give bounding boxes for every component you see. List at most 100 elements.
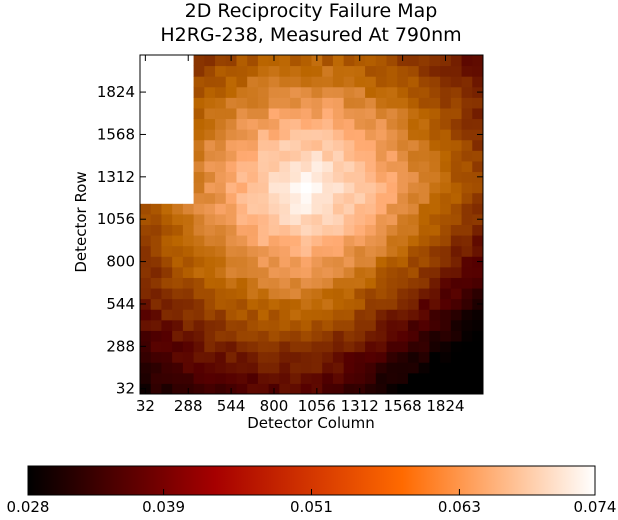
- heatmap-cell: [150, 351, 162, 363]
- heatmap-cell: [225, 224, 237, 236]
- heatmap-cell: [375, 309, 388, 321]
- heatmap-cell: [150, 129, 162, 141]
- heatmap-cell: [150, 86, 162, 98]
- heatmap-cell: [418, 86, 430, 98]
- heatmap-cell: [418, 309, 430, 321]
- heatmap-cell: [450, 351, 463, 363]
- heatmap-cell: [193, 118, 205, 130]
- heatmap-cell: [247, 245, 259, 257]
- heatmap-cell: [215, 372, 227, 384]
- heatmap-cell: [429, 330, 441, 342]
- heatmap-cell: [225, 97, 237, 109]
- heatmap-cell: [386, 107, 398, 120]
- heatmap-cell: [365, 298, 377, 310]
- heatmap-cell: [354, 330, 366, 342]
- heatmap-cell: [204, 266, 216, 278]
- heatmap-cell: [429, 235, 441, 247]
- heatmap-cell: [332, 383, 345, 395]
- heatmap-cell: [247, 341, 259, 353]
- heatmap-cell: [440, 129, 452, 141]
- heatmap-cell: [450, 245, 463, 257]
- heatmap-cell: [161, 213, 173, 225]
- heatmap-cell: [429, 182, 441, 194]
- heatmap-cell: [193, 256, 205, 268]
- heatmap-cell: [343, 288, 355, 300]
- heatmap-cell: [311, 129, 323, 141]
- heatmap-cell: [322, 203, 334, 215]
- heatmap-cell: [365, 118, 377, 130]
- heatmap-cell: [397, 330, 409, 342]
- heatmap-cell: [354, 171, 366, 183]
- heatmap-cell: [268, 266, 280, 278]
- heatmap-cell: [407, 372, 420, 384]
- heatmap-cell: [150, 309, 162, 321]
- heatmap-cell: [182, 203, 195, 215]
- heatmap-cell: [257, 139, 270, 151]
- heatmap-cell: [193, 171, 205, 183]
- heatmap-cell: [354, 129, 366, 141]
- heatmap-cell: [247, 256, 259, 268]
- heatmap-cell: [172, 235, 184, 247]
- heatmap-cell: [472, 351, 484, 363]
- heatmap-cell: [257, 341, 270, 353]
- heatmap-cell: [279, 182, 291, 194]
- heatmap-cell: [386, 277, 398, 289]
- heatmap-cell: [225, 107, 237, 120]
- heatmap-cell: [407, 277, 420, 289]
- heatmap-cell: [440, 351, 452, 363]
- heatmap-cell: [300, 235, 312, 247]
- heatmap-cell: [354, 266, 366, 278]
- heatmap-cell: [247, 182, 259, 194]
- heatmap-cell: [365, 213, 377, 225]
- heatmap-cell: [204, 362, 216, 374]
- heatmap-cell: [354, 256, 366, 268]
- heatmap-cell: [172, 319, 184, 331]
- heatmap-cell: [354, 192, 366, 204]
- heatmap-cell: [418, 171, 430, 183]
- x-tick-label: 32: [136, 397, 155, 415]
- heatmap-cell: [300, 76, 312, 88]
- heatmap-cell: [407, 309, 420, 321]
- heatmap-cell: [279, 192, 291, 204]
- heatmap-cell: [461, 362, 473, 374]
- heatmap-cell: [322, 129, 334, 141]
- y-tick-label: 1824: [97, 83, 135, 101]
- heatmap-cell: [332, 97, 345, 109]
- heatmap-cell: [375, 383, 388, 395]
- heatmap-cell: [322, 86, 334, 98]
- heatmap-cell: [429, 362, 441, 374]
- heatmap-cell: [375, 213, 388, 225]
- heatmap-cell: [365, 160, 377, 173]
- heatmap-cell: [354, 319, 366, 331]
- heatmap-cell: [365, 150, 377, 162]
- heatmap-cell: [161, 118, 173, 130]
- heatmap-cell: [472, 118, 484, 130]
- heatmap-cell: [193, 383, 205, 395]
- heatmap-cell: [268, 139, 280, 151]
- heatmap-cell: [236, 224, 248, 236]
- heatmap-cell: [461, 245, 473, 257]
- heatmap-cell: [343, 203, 355, 215]
- heatmap-cell: [193, 330, 205, 342]
- heatmap-cell: [429, 65, 441, 77]
- heatmap-cell: [290, 277, 302, 289]
- heatmap-cell: [386, 213, 398, 225]
- heatmap-cell: [279, 118, 291, 130]
- heatmap-cell: [140, 139, 152, 151]
- heatmap-cell: [215, 245, 227, 257]
- heatmap-cell: [215, 383, 227, 395]
- heatmap-cell: [204, 171, 216, 183]
- heatmap-cell: [150, 235, 162, 247]
- heatmap-cell: [440, 139, 452, 151]
- heatmap-cell: [418, 213, 430, 225]
- heatmap-cell: [322, 65, 334, 77]
- heatmap-cell: [365, 76, 377, 88]
- heatmap-cell: [450, 203, 463, 215]
- heatmap-cell: [418, 139, 430, 151]
- heatmap-cell: [450, 341, 463, 353]
- heatmap-cell: [375, 288, 388, 300]
- heatmap-cell: [290, 224, 302, 236]
- heatmap-cell: [140, 107, 152, 120]
- heatmap-cell: [204, 330, 216, 342]
- colorbar-tick-label: 0.028: [7, 498, 50, 516]
